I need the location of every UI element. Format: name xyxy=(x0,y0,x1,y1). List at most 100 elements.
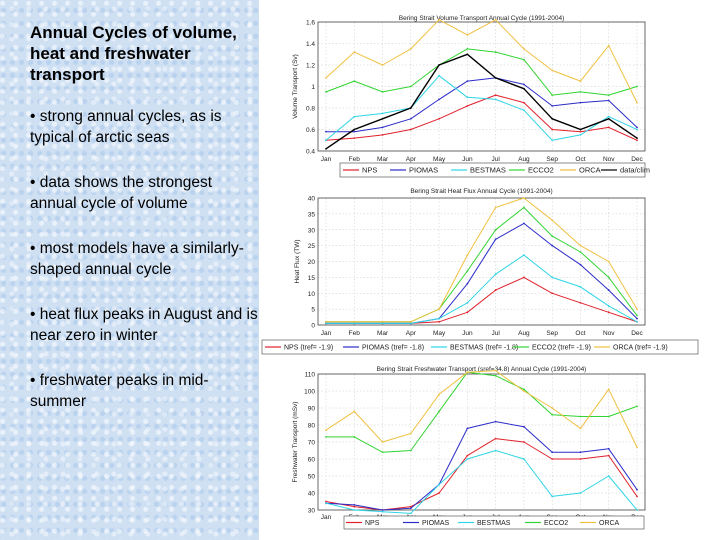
heat-data-point xyxy=(636,317,638,320)
volume-data-point xyxy=(438,98,440,101)
heat-legend-label: ORCA (tref= -1.9) xyxy=(613,345,668,352)
volume-data-point xyxy=(494,18,497,21)
heat-ytick-label: 40 xyxy=(308,196,316,203)
heat-data-point xyxy=(494,228,497,231)
volume-data-point xyxy=(409,47,412,50)
volume-data-point xyxy=(466,34,469,36)
heat-data-point xyxy=(466,254,469,257)
volume-data-point xyxy=(551,128,554,131)
heat-data-point xyxy=(523,254,525,257)
freshwater-data-point xyxy=(579,427,582,430)
freshwater-legend-label: ECCO2 xyxy=(544,520,568,527)
volume-ytick-label: 0.6 xyxy=(306,127,315,134)
heat-legend-label: NPS (tref= -1.9) xyxy=(284,345,333,352)
freshwater-ytick-label: 110 xyxy=(305,372,316,379)
heat-legend-label: ECCO2 (tref= -1.9) xyxy=(532,345,591,352)
volume-data-point xyxy=(523,83,525,86)
heat-xtick-label: Feb xyxy=(349,330,361,337)
volume-data-point xyxy=(353,137,356,140)
volume-data-point xyxy=(325,147,327,150)
heat-xtick-label: Mar xyxy=(377,330,389,337)
volume-chart: 0.4 0.6 0.8 1 1.2 1.4 1.6 Jan Feb Mar Apr May Jun Jul… xyxy=(292,15,650,178)
volume-data-point xyxy=(325,77,327,79)
volume-data-point xyxy=(494,77,497,79)
freshwater-data-point xyxy=(636,488,638,491)
volume-data-point xyxy=(325,130,327,133)
volume-xtick-label: Mar xyxy=(377,156,389,163)
volume-legend-box xyxy=(339,162,646,178)
freshwater-legend-label: BESTMAS xyxy=(477,520,511,527)
heat-data-point xyxy=(325,322,327,325)
volume-data-point xyxy=(636,137,638,140)
freshwater-data-point xyxy=(579,492,582,494)
heat-xtick-label: Apr xyxy=(406,330,417,337)
heat-data-point xyxy=(579,286,582,288)
freshwater-series-line-4 xyxy=(325,370,638,448)
volume-series-line-0 xyxy=(325,94,638,141)
volume-data-point xyxy=(494,51,497,53)
freshwater-ytick-label: 80 xyxy=(308,423,316,430)
heat-data-point xyxy=(494,289,497,291)
heat-series-line-3 xyxy=(326,207,638,323)
heat-data-point xyxy=(409,320,412,323)
freshwater-data-point xyxy=(523,388,525,391)
volume-data-point xyxy=(523,109,525,112)
volume-ytick-label: 0.4 xyxy=(306,149,315,156)
freshwater-ytick-label: 90 xyxy=(308,406,316,413)
volume-data-point xyxy=(607,115,610,118)
volume-data-point xyxy=(607,99,610,102)
volume-data-point xyxy=(523,87,525,90)
volume-series-line-4 xyxy=(325,19,638,103)
freshwater-data-point xyxy=(409,507,412,510)
freshwater-data-point xyxy=(636,509,638,511)
freshwater-data-point xyxy=(551,458,554,460)
freshwater-data-point xyxy=(551,451,554,454)
bullet-freshwater: • freshwater peaks in mid-summer xyxy=(30,372,209,410)
volume-data-point xyxy=(523,47,525,50)
volume-legend-label: data/clim xyxy=(620,166,650,175)
volume-data-point xyxy=(636,126,638,129)
volume-legend-label: NPS xyxy=(362,166,377,175)
heat-data-point xyxy=(551,276,554,279)
volume-data-point xyxy=(636,128,638,131)
heat-data-point xyxy=(438,317,440,320)
volume-data-point xyxy=(381,117,384,120)
freshwater-data-point xyxy=(551,407,554,409)
volume-data-point xyxy=(579,130,582,133)
freshwater-data-point xyxy=(523,458,525,460)
freshwater-ytick-label: 100 xyxy=(304,389,315,396)
freshwater-data-point xyxy=(409,505,412,508)
heat-xtick-label: Jan xyxy=(321,330,332,337)
freshwater-data-point xyxy=(551,495,554,498)
heat-series-line-2 xyxy=(326,254,638,324)
freshwater-chart-title: Bering Strait Freshwater Transport (sref… xyxy=(377,366,587,373)
volume-data-point xyxy=(579,128,582,131)
heat-ytick-label: 20 xyxy=(308,259,316,266)
freshwater-series-line-1 xyxy=(325,421,638,511)
freshwater-data-point xyxy=(381,451,384,454)
volume-data-point xyxy=(523,101,525,104)
freshwater-legend-box xyxy=(343,515,645,530)
volume-data-point xyxy=(438,117,440,120)
heat-data-point xyxy=(438,320,440,323)
heat-data-point xyxy=(494,273,497,276)
freshwater-legend-label: ORCA xyxy=(599,520,620,527)
volume-xtick-label: Jan xyxy=(321,156,332,163)
volume-data-point xyxy=(409,107,412,109)
heat-xtick-label: May xyxy=(433,330,446,337)
volume-xtick-label: May xyxy=(433,156,446,163)
volume-data-point xyxy=(636,139,638,142)
heat-data-point xyxy=(607,289,610,291)
heat-data-point xyxy=(494,206,497,209)
volume-data-point xyxy=(523,58,525,61)
freshwater-data-point xyxy=(607,447,610,450)
heat-ytick-label: 35 xyxy=(308,211,316,218)
heat-xtick-label: Dec xyxy=(631,330,643,337)
freshwater-data-point xyxy=(466,458,469,460)
freshwater-data-point xyxy=(325,500,327,503)
heat-data-point xyxy=(551,219,554,222)
volume-series-line-3 xyxy=(325,48,638,96)
freshwater-data-point xyxy=(607,454,610,457)
heat-ytick-label: 30 xyxy=(308,227,316,234)
